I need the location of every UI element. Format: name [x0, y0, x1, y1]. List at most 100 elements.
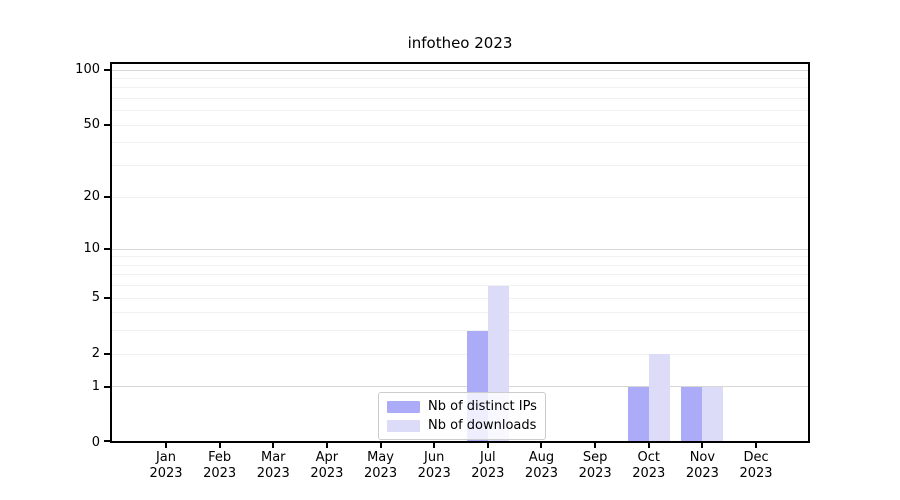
- x-tick-label-line: 2023: [739, 466, 773, 481]
- y-tick-label: 100: [75, 62, 100, 78]
- y-tick-label: 20: [83, 189, 100, 204]
- x-tick-label: Aug 2023: [509, 450, 573, 482]
- plot-area: Nb of distinct IPs Nb of downloads Jan 20…: [75, 62, 810, 481]
- minor-gridline: [110, 256, 810, 258]
- x-tick-label: Feb 2023: [188, 450, 252, 482]
- y-tick: [104, 196, 110, 198]
- y-tick: [104, 297, 110, 300]
- bar-distinct-ips: [681, 386, 703, 443]
- legend: Nb of distinct IPs Nb of downloads: [378, 392, 546, 440]
- x-tick: [325, 443, 328, 448]
- x-tick-label-line: 2023: [471, 466, 505, 481]
- x-tick-label: Jul 2023: [456, 450, 520, 482]
- x-tick: [594, 443, 597, 448]
- x-tick-label: Jun 2023: [402, 450, 466, 482]
- minor-gridline: [110, 274, 810, 276]
- top-spine: [110, 62, 810, 64]
- y-tick-label: 2: [91, 346, 100, 362]
- minor-gridline: [110, 196, 810, 198]
- minor-gridline: [110, 353, 810, 355]
- x-tick-label-line: Jan: [155, 450, 177, 465]
- x-tick: [486, 443, 489, 448]
- x-tick-label: Mar 2023: [241, 450, 305, 482]
- bar-distinct-ips: [627, 386, 649, 443]
- chart-title: infotheo 2023: [407, 34, 513, 52]
- x-tick-label: Apr 2023: [295, 450, 359, 482]
- x-tick-label-line: 2023: [524, 466, 559, 481]
- minor-gridline: [110, 264, 810, 266]
- x-tick-label-line: 2023: [364, 466, 398, 481]
- x-tick-label-line: 2023: [685, 466, 719, 481]
- y-tick: [104, 440, 110, 442]
- x-tick: [701, 443, 704, 448]
- legend-label-downloads: Nb of downloads: [428, 417, 537, 433]
- x-tick: [272, 443, 275, 448]
- y-tick: [104, 353, 110, 356]
- x-tick: [379, 443, 382, 448]
- bar-downloads: [648, 354, 670, 443]
- x-tick-label-line: 2023: [256, 466, 290, 481]
- major-gridline: [110, 386, 810, 388]
- bottom-spine: [110, 441, 810, 443]
- x-tick-label: Dec 2023: [724, 450, 788, 482]
- minor-gridline: [110, 165, 810, 167]
- y-tick-label: 1: [91, 378, 100, 394]
- right-spine: [808, 62, 810, 443]
- minor-gridline: [110, 312, 810, 314]
- minor-gridline: [110, 110, 810, 112]
- y-tick-label: 10: [83, 241, 100, 257]
- y-tick-label: 5: [91, 290, 100, 306]
- major-gridline: [110, 248, 810, 250]
- x-tick-label-line: 2023: [149, 466, 183, 481]
- y-tick-label: 0: [91, 435, 100, 450]
- left-spine: [110, 62, 112, 443]
- x-tick: [755, 443, 758, 448]
- minor-gridline: [110, 285, 810, 287]
- y-tick: [104, 248, 110, 251]
- x-tick-label: Sep 2023: [563, 450, 627, 482]
- x-tick-label-line: 2023: [632, 466, 666, 481]
- x-tick: [433, 443, 436, 448]
- x-tick-label-line: Nov: [689, 450, 716, 465]
- minor-gridline: [110, 297, 810, 299]
- x-tick-label-line: Jul: [479, 450, 496, 465]
- bar-downloads: [702, 386, 724, 443]
- y-tick-label: 50: [83, 117, 100, 133]
- minor-gridline: [110, 330, 810, 332]
- x-tick-label: May 2023: [349, 450, 413, 482]
- legend-item-downloads: Nb of downloads: [387, 417, 537, 434]
- x-tick-label-line: Apr: [315, 450, 339, 465]
- x-tick-label-line: Dec: [743, 450, 769, 465]
- legend-label-distinct-ips: Nb of distinct IPs: [428, 398, 537, 414]
- x-tick-label-line: Mar: [261, 450, 286, 465]
- minor-gridline: [110, 78, 810, 80]
- x-tick-label: Jan 2023: [134, 450, 198, 482]
- x-tick: [647, 443, 650, 448]
- x-tick-label: Oct 2023: [617, 450, 681, 482]
- x-tick-label-line: Oct: [637, 450, 660, 465]
- x-tick-label-line: 2023: [310, 466, 344, 481]
- minor-gridline: [110, 142, 810, 144]
- x-tick: [165, 443, 167, 448]
- x-tick-label-line: Feb: [208, 450, 232, 465]
- x-tick-label-line: 2023: [417, 466, 451, 481]
- minor-gridline: [110, 98, 810, 100]
- legend-swatch-downloads: [387, 419, 420, 432]
- major-gridline: [110, 69, 810, 71]
- x-tick-label-line: Jun: [424, 450, 445, 465]
- x-tick: [540, 443, 543, 448]
- x-tick-label-line: May: [367, 450, 394, 465]
- legend-item-distinct-ips: Nb of distinct IPs: [387, 398, 537, 415]
- x-tick-label-line: Sep: [582, 450, 608, 465]
- legend-swatch-distinct-ips: [387, 400, 420, 413]
- y-tick: [104, 124, 110, 127]
- x-tick: [218, 443, 221, 448]
- x-tick-label: Nov 2023: [670, 450, 734, 482]
- y-tick: [104, 385, 110, 388]
- minor-gridline: [110, 124, 810, 126]
- x-tick-label-line: 2023: [203, 466, 237, 481]
- y-tick: [104, 69, 110, 72]
- x-tick-label-line: 2023: [578, 466, 612, 481]
- minor-gridline: [110, 87, 810, 89]
